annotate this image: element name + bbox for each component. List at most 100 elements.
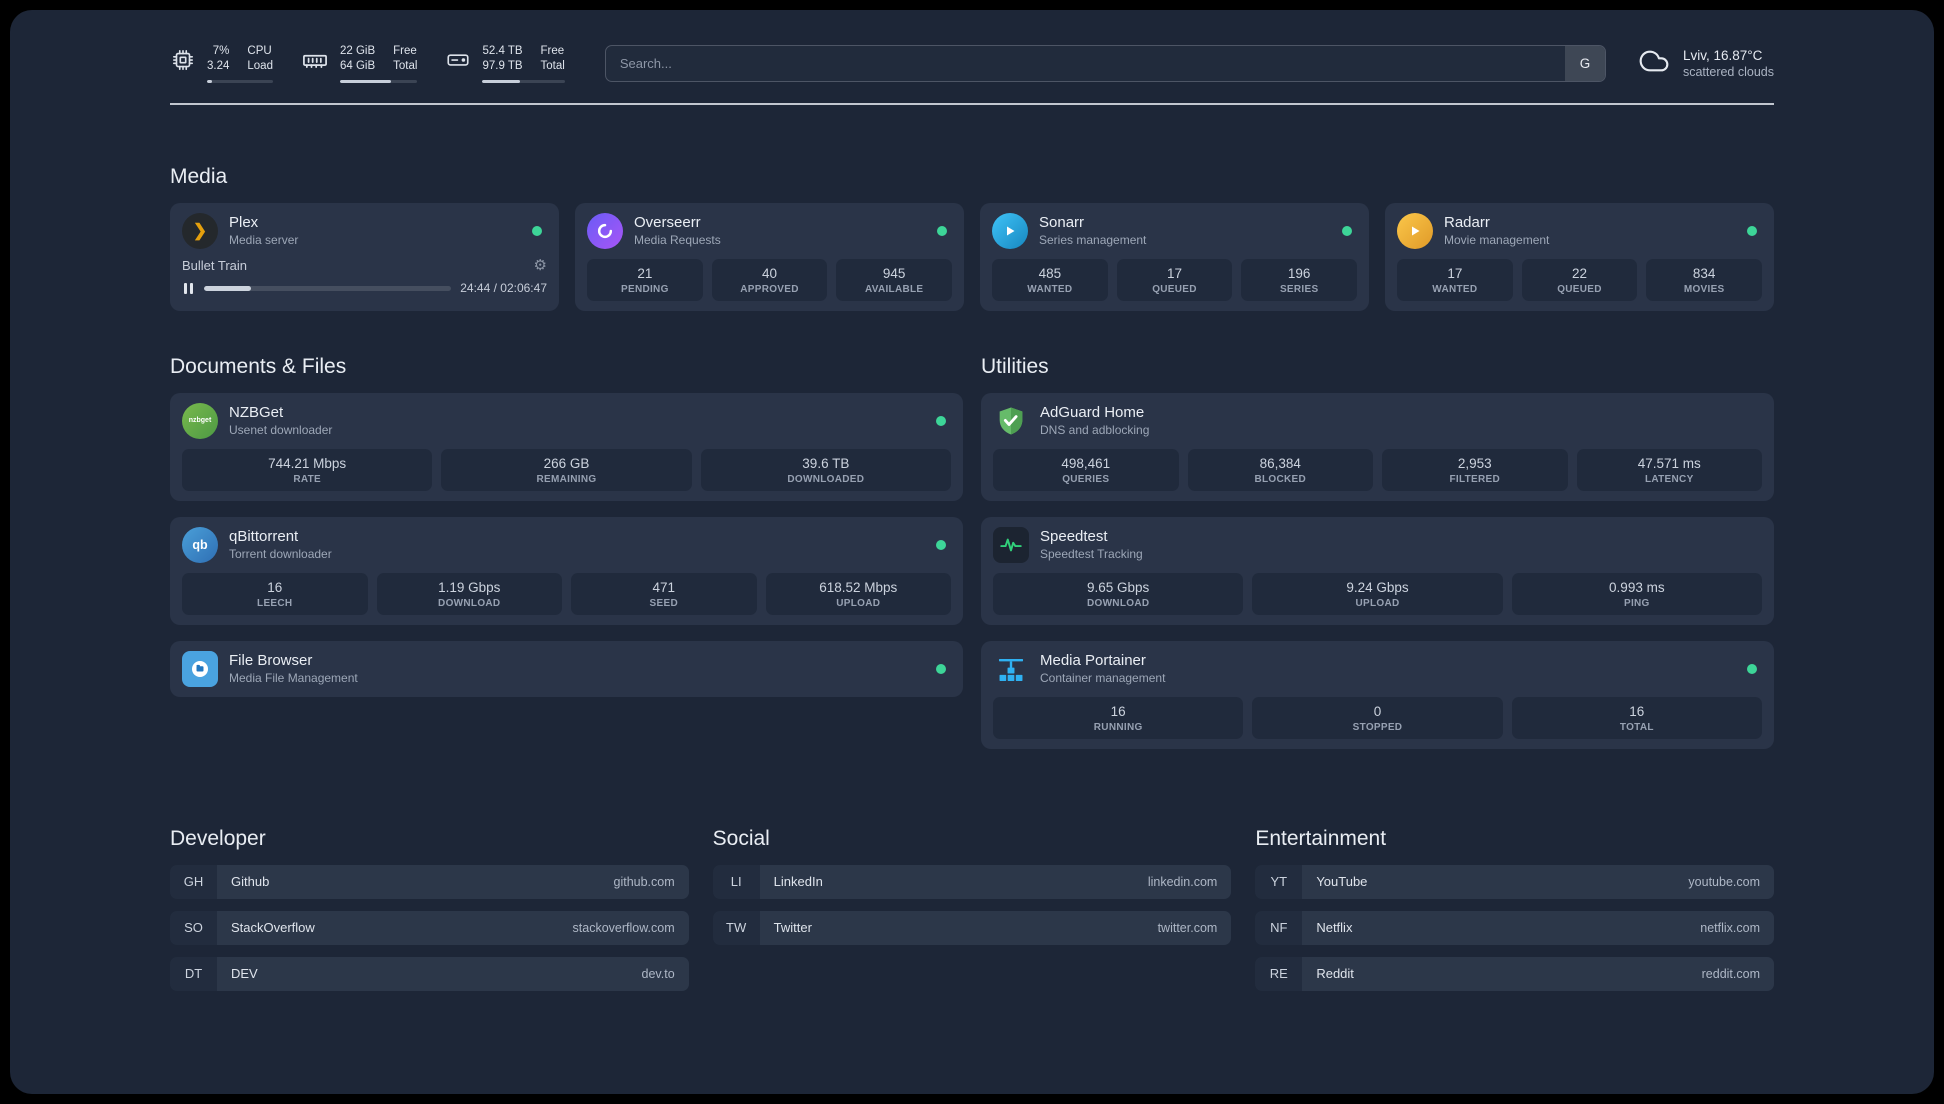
memory-icon: [301, 44, 329, 75]
service-subtitle: Speedtest Tracking: [1040, 547, 1143, 562]
stat-label: WANTED: [1432, 283, 1478, 295]
plex-now-playing: Bullet Train ⚙︎ 24:44 / 02:06:47: [182, 258, 547, 296]
memory-usage-bar: [339, 79, 418, 83]
service-card-nzbget[interactable]: nzbget NZBGet Usenet downloader 744.21 M…: [170, 392, 963, 501]
service-name: qBittorrent: [229, 528, 299, 546]
speedtest-icon: [993, 526, 1029, 563]
stat-label: PING: [1623, 597, 1650, 609]
stat-value: 196: [1287, 265, 1311, 281]
weather-widget: Lviv, 16.87°C scattered clouds: [1636, 45, 1774, 82]
service-card-qbittorrent[interactable]: qb qBittorrent Torrent downloader 16 LEE…: [170, 516, 963, 625]
disk-usage-bar: [482, 79, 565, 83]
top-bar: 7% 3.24 CPU Load: [170, 44, 1774, 83]
service-card-speedtest[interactable]: Speedtest Speedtest Tracking 9.65 Gbps D…: [981, 516, 1774, 625]
stat-ping: 0.993 ms PING: [1511, 572, 1762, 615]
bookmark-twitter[interactable]: TW Twitter twitter.com: [712, 910, 1232, 945]
memory-widget: 22 GiB 64 GiB Free Total: [301, 44, 418, 83]
service-card-filebrowser[interactable]: File Browser Media File Management: [170, 640, 963, 697]
cpu-chip-icon: [170, 44, 196, 73]
stat-label: UPLOAD: [836, 597, 881, 609]
adguard-icon: [993, 403, 1029, 439]
bookmark-name: YouTube: [1316, 874, 1368, 890]
service-card-overseerr[interactable]: Overseerr Media Requests 21 PENDING 40 A…: [575, 202, 964, 311]
filebrowser-icon: [182, 650, 218, 687]
cpu-usage-bar: [207, 79, 273, 83]
bookmark-github[interactable]: GH Github github.com: [170, 864, 689, 899]
service-name: NZBGet: [229, 404, 284, 422]
cpu-widget: 7% 3.24 CPU Load: [170, 44, 273, 83]
service-name: Media Portainer: [1040, 652, 1146, 670]
disk-icon: [445, 44, 471, 73]
section-title-documents: Documents & Files: [170, 354, 347, 378]
pause-button[interactable]: [182, 281, 195, 296]
section-title-social: Social: [712, 826, 770, 850]
status-dot: [936, 539, 946, 550]
service-subtitle: Movie management: [1444, 233, 1550, 248]
bookmark-linkedin[interactable]: LI LinkedIn linkedin.com: [712, 864, 1232, 899]
stat-value: 17: [1447, 265, 1463, 281]
bookmark-dev[interactable]: DT DEV dev.to: [170, 956, 689, 991]
stat-running: 16 RUNNING: [993, 696, 1244, 739]
stat-label: WANTED: [1027, 283, 1073, 295]
service-card-plex[interactable]: ❯ Plex Media server Bullet Train ⚙︎: [170, 202, 559, 311]
stat-value: 945: [882, 265, 906, 281]
bookmark-abbr: TW: [712, 910, 760, 945]
header-divider: [170, 102, 1774, 105]
search-provider-button[interactable]: G: [1564, 45, 1605, 81]
stat-value: 16: [1629, 703, 1645, 719]
stat-wanted: 485 WANTED: [992, 258, 1108, 301]
stat-value: 16: [1110, 703, 1126, 719]
cpu-load-value: 3.24: [207, 59, 230, 72]
radarr-icon: [1397, 212, 1433, 249]
stat-latency: 47.571 ms LATENCY: [1576, 448, 1762, 491]
playback-time: 24:44 / 02:06:47: [460, 281, 547, 296]
stat-label: AVAILABLE: [864, 283, 924, 295]
status-dot: [937, 225, 947, 236]
stat-upload: 618.52 Mbps UPLOAD: [765, 572, 951, 615]
service-card-sonarr[interactable]: Sonarr Series management 485 WANTED 17 Q…: [980, 202, 1369, 311]
stat-download: 9.65 Gbps DOWNLOAD: [993, 572, 1244, 615]
stat-series: 196 SERIES: [1241, 258, 1358, 301]
stat-value: 834: [1692, 265, 1716, 281]
cpu-load-label: Load: [247, 59, 273, 72]
service-card-portainer[interactable]: Media Portainer Container management 16 …: [981, 640, 1774, 749]
disk-total-label: Total: [540, 59, 565, 72]
bookmark-youtube[interactable]: YT YouTube youtube.com: [1255, 864, 1774, 899]
service-subtitle: Torrent downloader: [229, 547, 332, 562]
bookmark-netflix[interactable]: NF Netflix netflix.com: [1255, 910, 1774, 945]
bookmark-url: stackoverflow.com: [572, 920, 675, 935]
service-card-radarr[interactable]: Radarr Movie management 17 WANTED 22 QUE…: [1385, 202, 1774, 311]
stat-seed: 471 SEED: [571, 572, 757, 615]
bookmark-stackoverflow[interactable]: SO StackOverflow stackoverflow.com: [170, 910, 689, 945]
stat-value: 2,953: [1457, 455, 1492, 471]
bookmark-abbr: YT: [1255, 864, 1303, 899]
gear-icon[interactable]: ⚙︎: [533, 256, 547, 274]
stat-value: 16: [267, 579, 283, 595]
now-playing-title: Bullet Train: [182, 257, 248, 273]
disk-total-value: 97.9 TB: [482, 59, 523, 72]
stat-value: 17: [1166, 265, 1183, 281]
service-card-adguard[interactable]: AdGuard Home DNS and adblocking 498,461 …: [981, 392, 1774, 501]
bookmark-url: netflix.com: [1700, 920, 1760, 935]
qbittorrent-icon: qb: [182, 526, 218, 563]
bookmark-url: linkedin.com: [1147, 874, 1218, 889]
bookmark-reddit[interactable]: RE Reddit reddit.com: [1255, 956, 1774, 991]
service-name: Sonarr: [1039, 214, 1085, 232]
stat-label: RUNNING: [1093, 721, 1143, 733]
bookmark-url: github.com: [613, 874, 675, 889]
search-input[interactable]: [604, 44, 1606, 82]
stat-label: FILTERED: [1449, 473, 1501, 485]
stat-label: REMAINING: [536, 473, 597, 485]
bookmark-name: Reddit: [1316, 966, 1354, 982]
stat-queued: 22 QUEUED: [1521, 258, 1638, 301]
stat-value: 471: [652, 579, 676, 595]
stat-label: BLOCKED: [1254, 473, 1307, 485]
bookmark-abbr: DT: [170, 956, 217, 991]
stat-value: 0.993 ms: [1609, 579, 1665, 595]
stat-blocked: 86,384 BLOCKED: [1187, 448, 1373, 491]
memory-free-label: Free: [393, 45, 417, 57]
service-subtitle: Media Requests: [634, 233, 721, 248]
stat-label: QUERIES: [1062, 473, 1110, 485]
service-name: Radarr: [1444, 214, 1490, 232]
section-title-media: Media: [170, 164, 228, 188]
